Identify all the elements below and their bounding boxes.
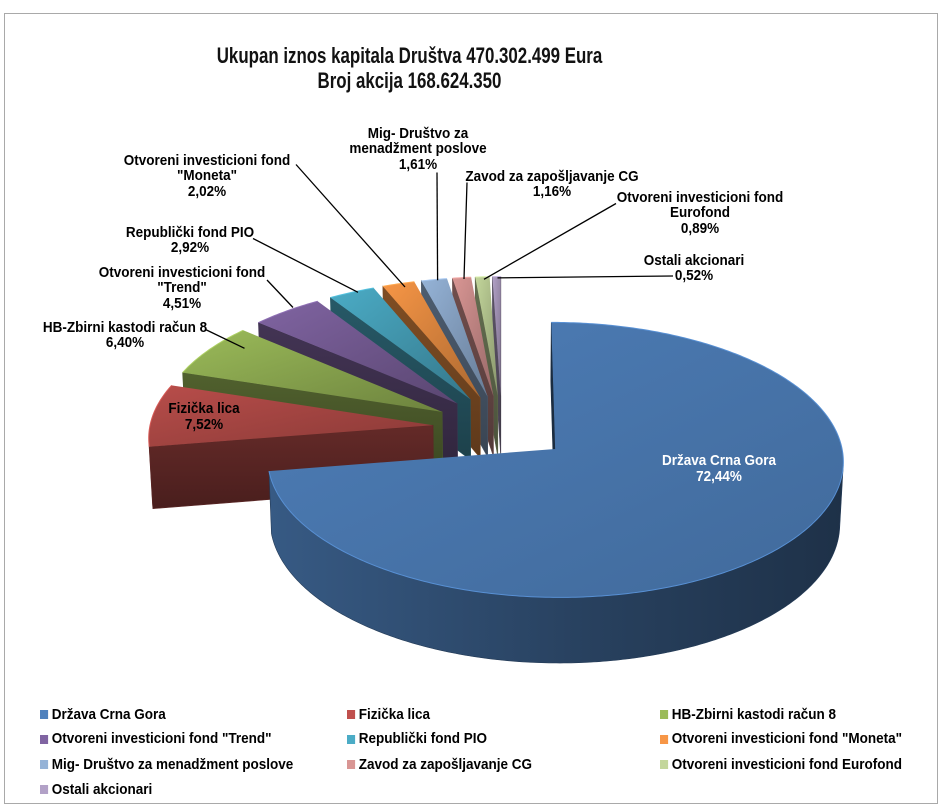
leader-line — [266, 279, 294, 308]
legend-swatch — [660, 734, 669, 744]
legend-item-otvoreni-investicioni-fond-moneta[interactable]: Otvoreni investicioni fond "Moneta" — [660, 731, 902, 747]
slice-label-name: Država Crna Gora — [661, 452, 776, 470]
legend-item-ostali-akcionari[interactable]: Ostali akcionari — [40, 780, 153, 798]
legend-label: Otvoreni investicioni fond "Trend" — [51, 730, 272, 748]
slice-label-fizi-ka-lica: Fizička lica 7,52% — [132, 401, 276, 432]
legend-swatch — [40, 734, 49, 744]
slice-label-name: Republički fond PIO — [125, 223, 255, 241]
leader-line — [295, 164, 406, 288]
legend-label: Ostali akcionari — [51, 780, 153, 798]
slice-rim-highlight — [258, 300, 318, 324]
slice-label-name: Otvoreni investicioni fond "Moneta" — [123, 151, 291, 185]
slice-label-pct: 2,02% — [187, 182, 227, 200]
slice-top-face — [452, 277, 494, 396]
slice-top-face — [421, 278, 488, 397]
slice-top-face — [182, 330, 443, 412]
slice-label-pct: 6,40% — [105, 334, 144, 352]
leader-line — [497, 275, 674, 279]
legend-label: Otvoreni investicioni fond Eurofond — [671, 755, 902, 773]
slice-label-pct: 0,52% — [674, 267, 714, 285]
slice-rim-highlight — [421, 278, 448, 282]
legend-item-otvoreni-investicioni-fond-trend[interactable]: Otvoreni investicioni fond "Trend" — [40, 731, 272, 747]
slice-label-zavod-za-zapo-ljavanje-cg: Zavod za zapošljavanje CG 1,16% — [449, 167, 656, 201]
slice-label-name: Mig- Društvo za menadžment poslove — [349, 124, 487, 158]
slice-label-pct: 4,51% — [162, 294, 202, 312]
legend-swatch — [660, 710, 669, 720]
slice-top-face — [382, 281, 481, 398]
slice-label-otvoreni-investicioni-fond-trend: Otvoreni investicioni fond "Trend" 4,51% — [88, 263, 275, 312]
leader-line — [483, 202, 617, 280]
chart-title-line2: Broj akcija 168.624.350 — [317, 68, 502, 93]
slice-rim-highlight — [182, 329, 244, 373]
chart-title-line1: Ukupan iznos kapitala Društva 470.302.49… — [216, 43, 603, 68]
slice-label-pct: 2,92% — [170, 239, 210, 257]
slice-top-face — [330, 288, 471, 400]
slice-label-dr-ava-crna-gora: Država Crna Gora 72,44% — [629, 453, 809, 484]
legend-item-fizi-ka-lica[interactable]: Fizička lica — [347, 705, 430, 723]
slice-label-otvoreni-investicioni-fond-eurofond: Otvoreni investicioni fond Eurofond 0,89% — [606, 188, 793, 237]
pie-slice-dr-ava-crna-gora[interactable] — [268, 321, 844, 664]
legend-label: Država Crna Gora — [51, 705, 166, 723]
legend-item-mig-dru-tvo-za-menad-ment-poslove[interactable]: Mig- Društvo za menadžment poslove — [40, 755, 294, 773]
leader-line — [436, 172, 439, 281]
slice-label-name: HB-Zbirni kastodi račun 8 — [42, 318, 207, 336]
legend-swatch — [40, 760, 49, 770]
slice-top-face — [268, 322, 844, 598]
leader-line — [205, 328, 245, 349]
legend-label: Fizička lica — [358, 705, 430, 723]
pie-slice-ostali-akcionari[interactable] — [492, 276, 502, 457]
legend-item-hb-zbirni-kastodi-ra-un-8[interactable]: HB-Zbirni kastodi račun 8 — [660, 705, 836, 723]
slice-label-pct: 72,44% — [695, 467, 742, 485]
legend-item-otvoreni-investicioni-fond-eurofond[interactable]: Otvoreni investicioni fond Eurofond — [660, 755, 902, 773]
legend-swatch — [40, 785, 49, 795]
slice-label-name: Zavod za zapošljavanje CG — [465, 167, 639, 185]
slice-label-pct: 1,16% — [532, 183, 572, 201]
slice-label-mig-dru-tvo-za-menad-ment-poslove: Mig- Društvo za menadžment poslove 1,61% — [338, 124, 498, 173]
slice-top-face — [258, 301, 458, 404]
chart-title: Ukupan iznos kapitala Društva 470.302.49… — [102, 43, 716, 93]
slice-rim-highlight — [330, 287, 374, 299]
legend-swatch — [347, 710, 356, 720]
legend-label: Republički fond PIO — [358, 730, 487, 748]
slice-label-hb-zbirni-kastodi-ra-un-8: HB-Zbirni kastodi račun 8 6,40% — [28, 318, 222, 352]
slice-top-face — [492, 276, 501, 396]
legend-item-dr-ava-crna-gora[interactable]: Država Crna Gora — [40, 705, 166, 723]
slice-label-ostali-akcionari: Ostali akcionari 0,52% — [609, 251, 778, 285]
legend-swatch — [347, 734, 356, 744]
slice-label-otvoreni-investicioni-fond-moneta: Otvoreni investicioni fond "Moneta" 2,02% — [113, 151, 300, 200]
slice-top-face — [475, 276, 498, 396]
slice-label-pct: 0,89% — [680, 219, 720, 237]
legend-label: Mig- Društvo za menadžment poslove — [51, 755, 294, 773]
legend-label: HB-Zbirni kastodi račun 8 — [671, 705, 836, 723]
slice-rim-highlight — [148, 385, 173, 447]
legend-swatch — [40, 710, 49, 720]
legend-swatch — [660, 760, 669, 770]
slice-top-face — [148, 385, 434, 447]
slice-label-pct: 7,52% — [184, 415, 223, 433]
legend-label: Zavod za zapošljavanje CG — [358, 755, 533, 773]
leader-line — [252, 237, 359, 293]
slice-label-name: Ostali akcionari — [643, 251, 745, 269]
leader-line — [463, 182, 468, 280]
slice-rim-highlight — [268, 321, 844, 598]
legend-swatch — [347, 760, 356, 770]
slice-rim-highlight — [452, 276, 472, 279]
slice-rim-highlight — [382, 281, 415, 287]
legend-item-republi-ki-fond-pio[interactable]: Republički fond PIO — [347, 731, 487, 747]
slice-label-name: Otvoreni investicioni fond Eurofond — [616, 188, 784, 222]
slice-label-republi-ki-fond-pio: Republički fond PIO 2,92% — [87, 223, 294, 257]
slice-label-name: Fizička lica — [167, 400, 240, 418]
legend-item-zavod-za-zapo-ljavanje-cg[interactable]: Zavod za zapošljavanje CG — [347, 755, 533, 773]
slice-label-pct: 1,61% — [398, 155, 438, 173]
slice-label-name: Otvoreni investicioni fond "Trend" — [98, 263, 266, 297]
legend-label: Otvoreni investicioni fond "Moneta" — [671, 730, 903, 748]
